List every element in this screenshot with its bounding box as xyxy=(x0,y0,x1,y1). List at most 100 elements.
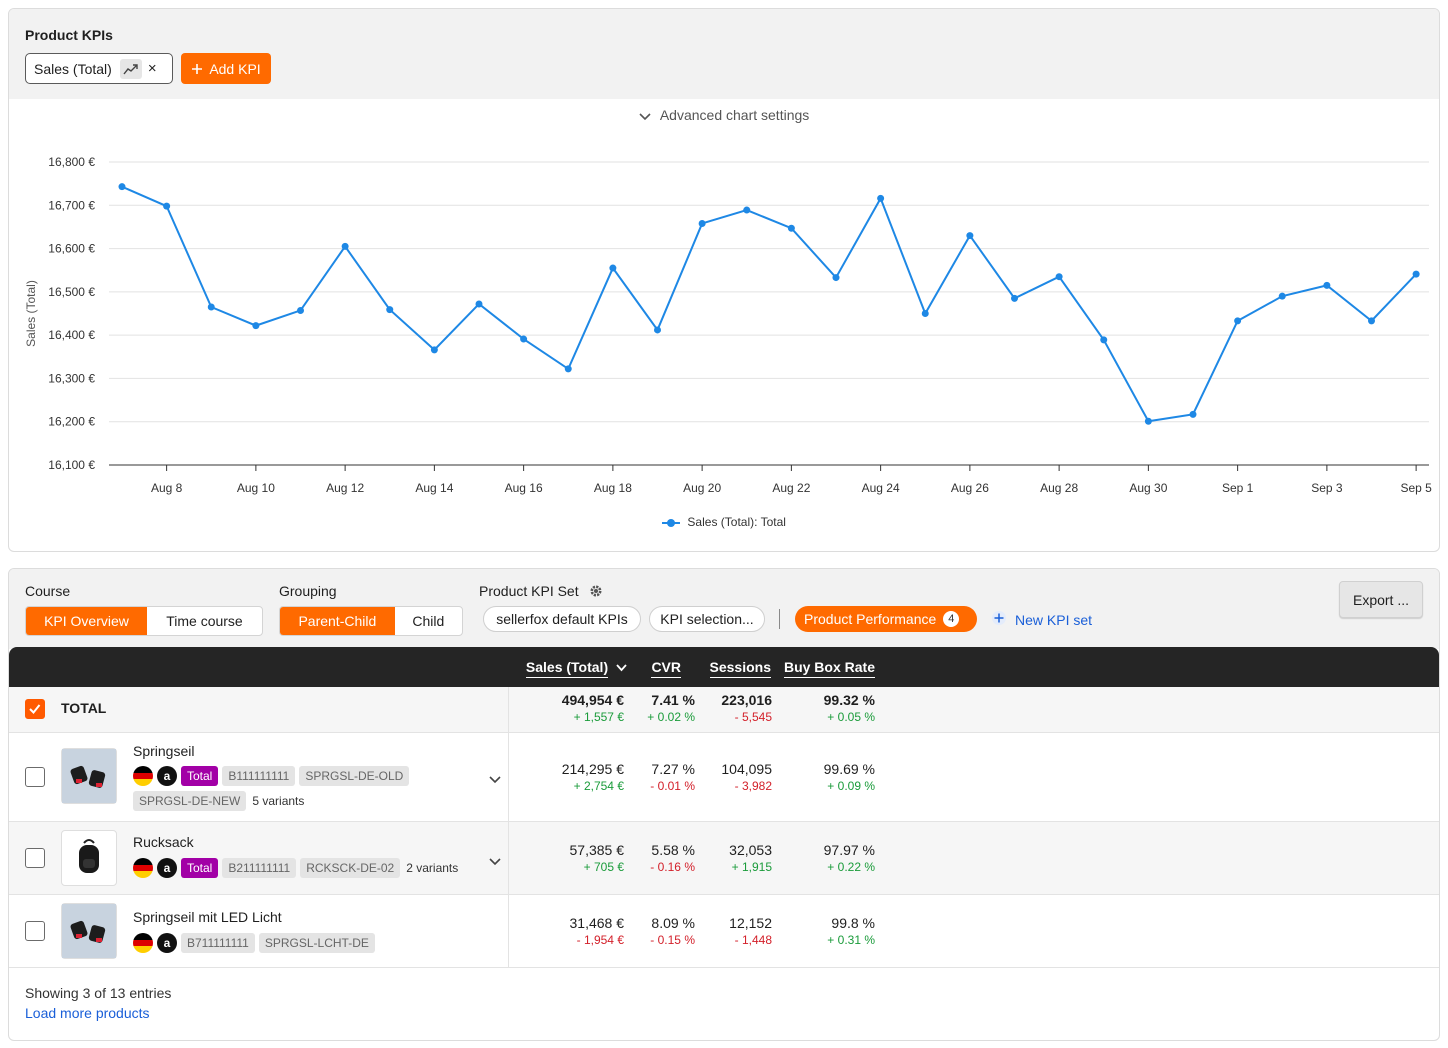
sessions-value: 32,053 xyxy=(729,842,772,858)
load-more-products-link[interactable]: Load more products xyxy=(25,1005,150,1021)
legend-marker xyxy=(662,518,681,528)
showing-prefix: Showing xyxy=(25,985,79,1001)
total-cvr-cell: 7.41 % + 0.02 % xyxy=(647,692,695,724)
variants-count: 2 variants xyxy=(406,861,459,875)
column-header-cvr[interactable]: CVR xyxy=(651,659,681,678)
data-point xyxy=(877,194,885,202)
product-table-panel: Course KPI Overview Time course Grouping… xyxy=(8,568,1440,1041)
data-point xyxy=(118,183,126,191)
table-row[interactable]: Rucksack a Total B211111111 RCKSCK-DE-02… xyxy=(9,822,1439,895)
gear-icon[interactable] xyxy=(589,584,603,601)
sku-tag[interactable]: RCKSCK-DE-02 xyxy=(300,858,401,878)
kpi-set-heading: Product KPI Set xyxy=(479,583,603,601)
add-kpi-button[interactable]: Add KPI xyxy=(181,53,271,84)
data-point xyxy=(698,219,706,227)
grouping-option-parent-child[interactable]: Parent-Child xyxy=(280,607,395,635)
row-checkbox[interactable] xyxy=(25,921,45,941)
kpi-header: Product KPIs Sales (Total) × Add KPI xyxy=(9,9,1439,99)
cvr-value: 5.58 % xyxy=(651,842,695,858)
course-option-kpi-overview[interactable]: KPI Overview xyxy=(26,607,147,635)
kpi-set-selection[interactable]: KPI selection... xyxy=(649,606,765,632)
product-name[interactable]: Springseil mit LED Licht xyxy=(133,909,282,925)
kpi-panel-title: Product KPIs xyxy=(25,27,113,43)
x-tick-label: Aug 18 xyxy=(594,481,632,495)
data-point xyxy=(966,232,974,240)
total-sessions-cell: 223,016 - 5,545 xyxy=(721,692,772,724)
grouping-label: Grouping xyxy=(279,583,337,599)
sku-tag[interactable]: SPRGSL-DE-NEW xyxy=(133,791,247,811)
kpi-set-product-performance[interactable]: Product Performance 4 xyxy=(795,606,977,632)
total-entries-count: 13 xyxy=(109,985,126,1001)
new-kpi-set-button[interactable]: New KPI set xyxy=(991,610,1092,629)
total-sessions-value: 223,016 xyxy=(721,692,772,708)
total-cvr-value: 7.41 % xyxy=(651,692,695,708)
data-point xyxy=(609,264,617,272)
x-tick-label: Aug 14 xyxy=(415,481,453,495)
kpi-count-badge: 4 xyxy=(943,611,960,627)
asin-tag[interactable]: B111111111 xyxy=(222,766,296,786)
data-point xyxy=(1412,270,1420,278)
advanced-chart-settings-toggle[interactable]: Advanced chart settings xyxy=(9,107,1439,124)
course-label: Course xyxy=(25,583,71,599)
data-point xyxy=(1055,273,1063,281)
buybox-value: 97.97 % xyxy=(823,842,875,858)
grouping-segmented-control: Parent-Child Child xyxy=(279,606,463,636)
legend-label: Sales (Total): Total xyxy=(687,515,786,529)
grouping-option-child[interactable]: Child xyxy=(412,613,445,629)
expand-row-chevron-icon[interactable] xyxy=(489,771,501,787)
table-row[interactable]: Springseil mit LED Licht a B711111111 SP… xyxy=(9,895,1439,968)
sessions-cell: 12,152 - 1,448 xyxy=(729,915,772,947)
kpi-set-sellerfox-default[interactable]: sellerfox default KPIs xyxy=(483,606,641,632)
product-name[interactable]: Springseil xyxy=(133,743,195,759)
close-icon[interactable]: × xyxy=(147,60,157,77)
x-tick-label: Aug 20 xyxy=(683,481,721,495)
cvr-delta: - 0.15 % xyxy=(650,933,695,947)
export-button[interactable]: Export ... xyxy=(1339,581,1423,618)
sales-delta: + 705 € xyxy=(583,860,624,874)
sales-line-chart: 16,100 € 16,200 € 16,300 € 16,400 € 16,500 €… xyxy=(24,155,1432,495)
data-point xyxy=(341,242,349,250)
column-header-buy-box-rate[interactable]: Buy Box Rate xyxy=(783,659,875,678)
column-header-sessions[interactable]: Sessions xyxy=(709,659,771,678)
buybox-cell: 99.69 % + 0.09 % xyxy=(824,761,875,793)
new-kpi-set-label: New KPI set xyxy=(1015,611,1093,628)
column-header-sales-total[interactable]: Sales (Total) xyxy=(525,659,627,678)
x-tick-label: Aug 8 xyxy=(151,481,183,495)
active-kpi-set-label: Product Performance xyxy=(804,611,937,627)
x-tick-label: Aug 24 xyxy=(862,481,900,495)
product-image xyxy=(61,903,117,959)
expand-row-chevron-icon[interactable] xyxy=(489,853,501,869)
sku-tag[interactable]: SPRGSL-DE-OLD xyxy=(299,766,410,786)
product-name[interactable]: Rucksack xyxy=(133,834,194,850)
total-sales-value: 494,954 € xyxy=(561,692,624,708)
x-tick-label: Aug 10 xyxy=(237,481,275,495)
cvr-value: 7.27 % xyxy=(651,761,695,777)
data-point xyxy=(1189,410,1197,418)
total-tag: Total xyxy=(181,858,219,878)
data-point xyxy=(297,306,304,314)
asin-tag[interactable]: B211111111 xyxy=(222,858,297,878)
row-checkbox[interactable] xyxy=(25,848,45,868)
sales-delta: + 2,754 € xyxy=(573,779,624,793)
kpi-chip-sales-total[interactable]: Sales (Total) × xyxy=(25,53,173,84)
data-point xyxy=(1234,317,1242,325)
table-row[interactable]: Springseil a Total B111111111 SPRGSL-DE-… xyxy=(9,733,1439,822)
chart-legend[interactable]: Sales (Total): Total xyxy=(9,515,1439,529)
data-point xyxy=(252,322,260,330)
cvr-cell: 8.09 % - 0.15 % xyxy=(650,915,695,947)
total-cvr-delta: + 0.02 % xyxy=(647,710,695,724)
data-point xyxy=(475,300,483,308)
row-checkbox[interactable] xyxy=(25,767,45,787)
asin-tag[interactable]: B711111111 xyxy=(181,933,255,953)
course-option-time-course[interactable]: Time course xyxy=(166,613,243,629)
trend-icon[interactable] xyxy=(119,58,142,79)
select-all-checkbox[interactable] xyxy=(25,699,45,719)
data-point xyxy=(1368,317,1375,325)
sales-delta: - 1,954 € xyxy=(576,933,624,947)
sales-cell: 214,295 € + 2,754 € xyxy=(562,761,624,793)
table-total-row: TOTAL 494,954 € + 1,557 € 7.41 % + 0.02 % … xyxy=(9,687,1439,733)
sku-tag[interactable]: SPRGSL-LCHT-DE xyxy=(258,933,375,953)
cvr-cell: 7.27 % - 0.01 % xyxy=(650,761,695,793)
checkmark-icon xyxy=(29,704,41,714)
y-tick-label: 16,600 € xyxy=(48,242,95,256)
